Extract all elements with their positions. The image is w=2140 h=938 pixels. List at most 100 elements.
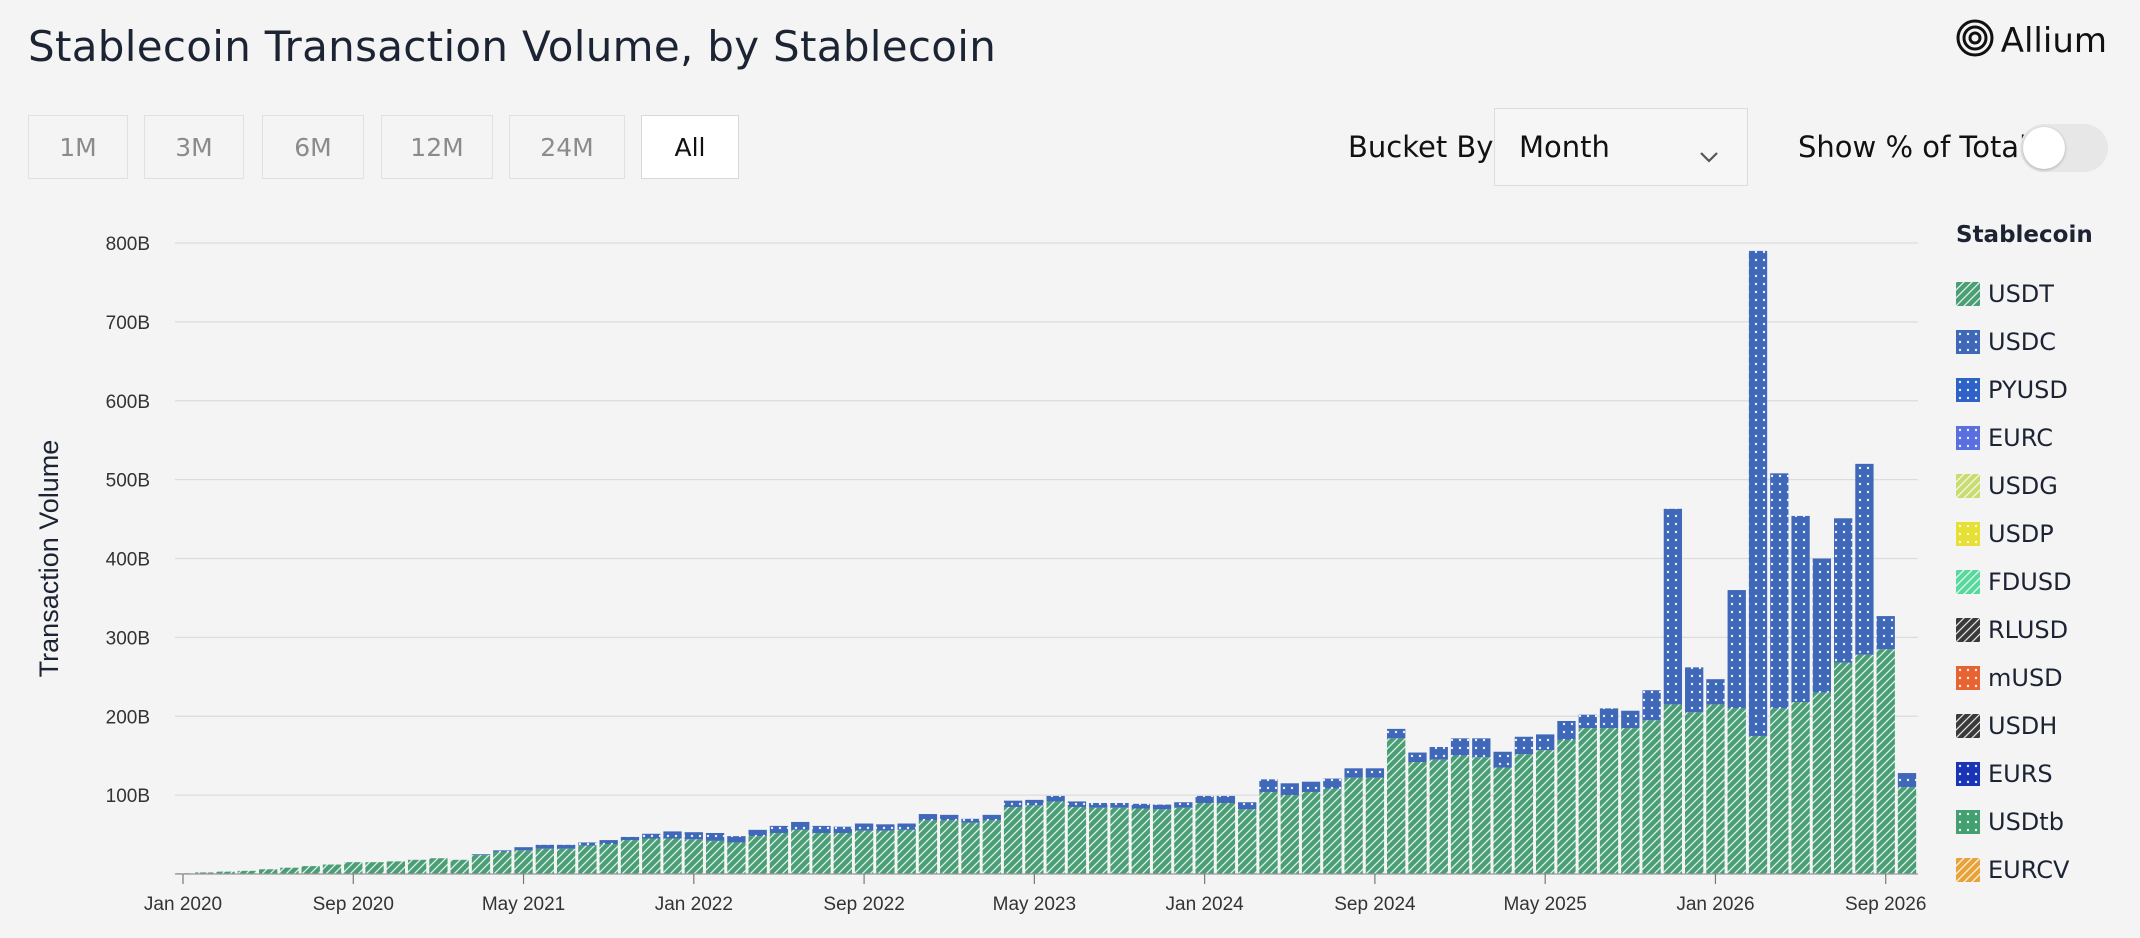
bar-segment-usdt[interactable] <box>1387 738 1406 874</box>
bar-segment-usdc[interactable] <box>1195 795 1214 804</box>
bar-segment-usdt[interactable] <box>1323 788 1342 874</box>
range-all-button[interactable]: All <box>641 115 739 179</box>
bar-segment-usdt[interactable] <box>1408 761 1427 874</box>
bar-segment-usdc[interactable] <box>578 842 597 846</box>
bar-segment-usdc[interactable] <box>1855 463 1874 655</box>
bar-segment-usdt[interactable] <box>280 867 299 874</box>
bar-segment-usdc[interactable] <box>982 814 1001 821</box>
bar-segment-usdt[interactable] <box>1621 728 1640 874</box>
bar-segment-usdt[interactable] <box>1727 708 1746 874</box>
legend-item-eurs[interactable]: EURS <box>1956 750 2093 798</box>
bar-segment-usdt[interactable] <box>748 836 767 874</box>
bar-segment-usdt[interactable] <box>1855 654 1874 874</box>
bar-segment-usdt[interactable] <box>1067 806 1087 874</box>
bar-segment-usdc[interactable] <box>1493 751 1512 768</box>
bar-segment-usdt[interactable] <box>1131 808 1150 874</box>
bar-segment-usdt[interactable] <box>1301 791 1321 874</box>
bar-segment-usdt[interactable] <box>982 820 1001 874</box>
bar-segment-usdt[interactable] <box>344 862 363 874</box>
bar-segment-usdt[interactable] <box>876 830 895 874</box>
bar-segment-usdt[interactable] <box>471 855 491 874</box>
bar-segment-usdc[interactable] <box>1557 720 1576 740</box>
bar-segment-usdc[interactable] <box>1578 714 1597 729</box>
bar-segment-usdc[interactable] <box>1472 738 1491 758</box>
bar-segment-usdc[interactable] <box>1791 515 1810 703</box>
bar-segment-usdt[interactable] <box>1706 704 1725 874</box>
bar-segment-usdc[interactable] <box>1770 473 1789 709</box>
legend-item-eurcv[interactable]: EURCV <box>1956 846 2093 894</box>
bar-segment-usdt[interactable] <box>1770 708 1789 874</box>
bar-segment-usdc[interactable] <box>1812 558 1832 693</box>
bar-segment-usdc[interactable] <box>684 832 703 840</box>
bar-segment-usdt[interactable] <box>407 859 427 874</box>
bar-segment-usdc[interactable] <box>769 825 789 833</box>
bar-segment-usdt[interactable] <box>684 839 703 874</box>
bar-segment-usdt[interactable] <box>1280 795 1299 874</box>
bar-segment-usdt[interactable] <box>1833 662 1853 874</box>
bar-segment-usdc[interactable] <box>727 836 746 843</box>
bar-segment-usdt[interactable] <box>195 872 214 874</box>
bar-segment-usdt[interactable] <box>322 864 342 874</box>
bar-segment-usdc[interactable] <box>663 831 682 839</box>
bar-segment-usdc[interactable] <box>1046 795 1065 802</box>
bar-segment-usdt[interactable] <box>1514 754 1534 874</box>
bar-segment-usdt[interactable] <box>216 871 235 874</box>
bar-segment-usdt[interactable] <box>961 822 980 874</box>
bar-segment-usdc[interactable] <box>620 836 640 841</box>
bar-segment-usdc[interactable] <box>897 823 916 830</box>
legend-item-usdtb[interactable]: USDtb <box>1956 798 2093 846</box>
bar-segment-usdt[interactable] <box>727 842 746 874</box>
bar-segment-usdt[interactable] <box>769 832 789 874</box>
bar-segment-usdc[interactable] <box>1514 736 1534 755</box>
bar-segment-usdc[interactable] <box>1344 768 1363 778</box>
bar-segment-usdt[interactable] <box>386 861 405 874</box>
bar-segment-usdc[interactable] <box>1365 768 1385 778</box>
bar-segment-usdt[interactable] <box>1174 807 1193 874</box>
bar-segment-usdc[interactable] <box>791 821 810 830</box>
bar-segment-usdt[interactable] <box>535 848 554 874</box>
bar-segment-usdc[interactable] <box>1131 803 1150 809</box>
bar-segment-usdt[interactable] <box>705 840 725 874</box>
bar-segment-usdc[interactable] <box>812 825 831 833</box>
bar-segment-usdc[interactable] <box>1216 795 1236 804</box>
bar-segment-usdt[interactable] <box>237 870 257 874</box>
bar-segment-usdc[interactable] <box>1152 804 1172 810</box>
bar-segment-usdt[interactable] <box>833 832 852 874</box>
bar-segment-usdc[interactable] <box>1748 250 1768 736</box>
bar-segment-usdc[interactable] <box>1663 508 1683 705</box>
bar-segment-usdc[interactable] <box>1259 779 1278 792</box>
range-3m-button[interactable]: 3M <box>144 115 244 179</box>
bar-segment-usdc[interactable] <box>1110 803 1129 808</box>
legend-item-fdusd[interactable]: FDUSD <box>1956 558 2093 606</box>
bar-segment-usdt[interactable] <box>1003 806 1023 874</box>
range-6m-button[interactable]: 6M <box>262 115 364 179</box>
bar-segment-usdt[interactable] <box>791 829 810 874</box>
bar-segment-usdt[interactable] <box>812 832 831 874</box>
bar-segment-usdc[interactable] <box>1706 679 1725 705</box>
bar-segment-usdt[interactable] <box>1089 807 1108 874</box>
bar-segment-usdt[interactable] <box>1365 777 1385 874</box>
bar-segment-usdt[interactable] <box>514 850 533 874</box>
bar-segment-usdc[interactable] <box>642 833 661 839</box>
bar-segment-usdt[interactable] <box>940 820 959 874</box>
bar-segment-usdt[interactable] <box>918 820 938 874</box>
legend-item-usdc[interactable]: USDC <box>1956 318 2093 366</box>
legend-item-rlusd[interactable]: RLUSD <box>1956 606 2093 654</box>
legend-item-usdp[interactable]: USDP <box>1956 510 2093 558</box>
bar-segment-usdc[interactable] <box>1727 590 1746 709</box>
bar-segment-usdc[interactable] <box>1301 781 1321 792</box>
bar-segment-usdc[interactable] <box>1833 518 1853 663</box>
bar-segment-usdt[interactable] <box>1472 757 1491 874</box>
bar-segment-usdt[interactable] <box>1557 739 1576 874</box>
bucket-by-select[interactable]: Month <box>1494 108 1748 186</box>
bar-segment-usdc[interactable] <box>1599 708 1619 729</box>
bar-segment-usdt[interactable] <box>1685 712 1704 874</box>
bar-segment-usdc[interactable] <box>471 854 491 856</box>
bar-segment-usdt[interactable] <box>1791 702 1810 874</box>
bar-segment-usdc[interactable] <box>1642 690 1661 721</box>
bar-segment-usdc[interactable] <box>1429 747 1448 760</box>
bar-segment-usdc[interactable] <box>556 844 576 849</box>
show-percent-toggle[interactable] <box>2020 124 2108 172</box>
bar-segment-usdc[interactable] <box>1685 667 1704 713</box>
legend-item-usdt[interactable]: USDT <box>1956 270 2093 318</box>
